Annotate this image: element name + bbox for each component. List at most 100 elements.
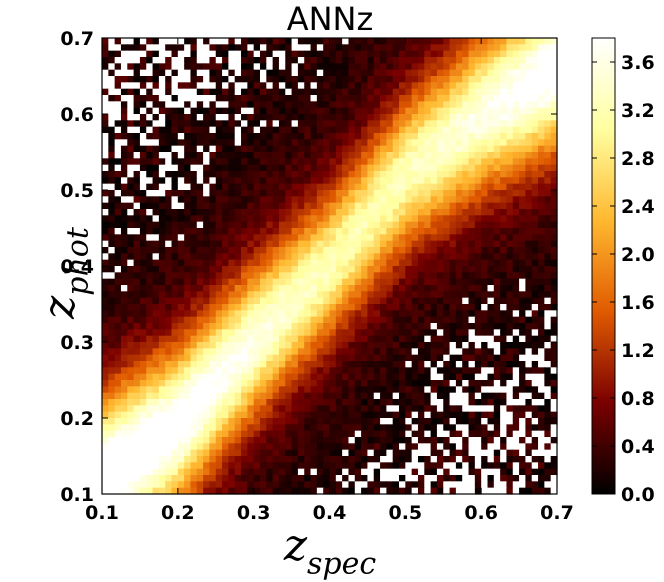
heatmap-cell [462, 430, 470, 438]
heatmap-cell [506, 171, 514, 178]
heatmap-cell [487, 285, 495, 292]
heatmap-cell [304, 456, 312, 463]
heatmap-cell [259, 177, 267, 185]
heatmap-cell [342, 95, 350, 102]
heatmap-cell [253, 354, 261, 362]
heatmap-cell [411, 247, 419, 254]
heatmap-cell [405, 361, 413, 368]
heatmap-cell [165, 38, 173, 45]
heatmap-cell [550, 44, 558, 52]
heatmap-cell [291, 380, 299, 387]
heatmap-cell [430, 234, 438, 242]
heatmap-cell [367, 405, 375, 413]
heatmap-cell [253, 114, 261, 121]
heatmap-cell [190, 329, 198, 337]
heatmap-cell [158, 57, 166, 64]
heatmap-cell [253, 367, 261, 375]
heatmap-cell [531, 266, 539, 273]
heatmap-cell [297, 221, 305, 229]
heatmap-cell [361, 310, 369, 318]
heatmap-cell [215, 215, 223, 223]
heatmap-cell [544, 57, 552, 64]
heatmap-cell [481, 202, 489, 210]
heatmap-cell [184, 285, 192, 292]
heatmap-cell [241, 107, 248, 115]
heatmap-cell [512, 392, 520, 400]
heatmap-cell [531, 240, 539, 248]
heatmap-cell [380, 348, 387, 356]
heatmap-cell [323, 342, 331, 349]
heatmap-cell [152, 285, 160, 292]
heatmap-cell [348, 196, 356, 204]
heatmap-cell [411, 209, 419, 216]
heatmap-cell [120, 367, 128, 375]
heatmap-cell [102, 291, 109, 299]
heatmap-cell [171, 164, 179, 172]
heatmap-cell [133, 462, 141, 470]
heatmap-cell [278, 367, 286, 375]
heatmap-cell [222, 367, 229, 375]
heatmap-cell [430, 424, 438, 432]
heatmap-cell [436, 456, 444, 463]
heatmap-cell [316, 209, 324, 216]
heatmap-cell [304, 399, 312, 406]
heatmap-cell [165, 76, 173, 83]
heatmap-cell [146, 367, 154, 375]
heatmap-cell [253, 50, 261, 58]
heatmap-cell [184, 297, 192, 305]
heatmap-cell [278, 418, 286, 425]
heatmap-cell [209, 380, 217, 387]
heatmap-cell [196, 57, 204, 64]
heatmap-cell [234, 361, 242, 368]
heatmap-cell [474, 196, 482, 204]
heatmap-cell [209, 348, 217, 356]
heatmap-cell [310, 405, 318, 413]
heatmap-cell [399, 291, 406, 299]
heatmap-cell [203, 430, 211, 438]
heatmap-cell [373, 38, 381, 45]
heatmap-cell [417, 114, 425, 121]
heatmap-cell [405, 285, 413, 292]
heatmap-cell [474, 247, 482, 254]
heatmap-cell [500, 323, 508, 330]
heatmap-cell [474, 120, 482, 128]
heatmap-cell [272, 304, 280, 311]
heatmap-cell [544, 354, 552, 362]
heatmap-cell [272, 107, 280, 115]
heatmap-cell [354, 367, 362, 375]
heatmap-cell [165, 373, 173, 381]
heatmap-cell [373, 215, 381, 223]
heatmap-cell [272, 475, 280, 482]
heatmap-cell [417, 361, 425, 368]
heatmap-cell [253, 101, 261, 109]
heatmap-cell [310, 57, 318, 64]
heatmap-cell [171, 323, 179, 330]
heatmap-cell [108, 354, 116, 362]
heatmap-cell [392, 101, 400, 109]
heatmap-cell [348, 361, 356, 368]
heatmap-cell [544, 259, 552, 267]
heatmap-cell [234, 335, 242, 343]
heatmap-cell [525, 44, 533, 52]
heatmap-cell [241, 354, 248, 362]
heatmap-cell [120, 215, 128, 223]
heatmap-cell [108, 196, 116, 204]
heatmap-cell [272, 367, 280, 375]
heatmap-cell [291, 259, 299, 267]
heatmap-cell [468, 247, 476, 254]
heatmap-cell [399, 202, 406, 210]
heatmap-cell [190, 209, 198, 216]
heatmap-cell [386, 209, 394, 216]
heatmap-cell [203, 202, 211, 210]
heatmap-cell [133, 342, 141, 349]
heatmap-cell [538, 95, 545, 102]
heatmap-cell [228, 354, 236, 362]
heatmap-cell [335, 316, 343, 324]
heatmap-cell [342, 158, 350, 166]
heatmap-cell [455, 266, 463, 273]
heatmap-cell [373, 266, 381, 273]
heatmap-cell [215, 405, 223, 413]
heatmap-cell [531, 329, 539, 337]
heatmap-cell [310, 430, 318, 438]
heatmap-cell [462, 95, 470, 102]
